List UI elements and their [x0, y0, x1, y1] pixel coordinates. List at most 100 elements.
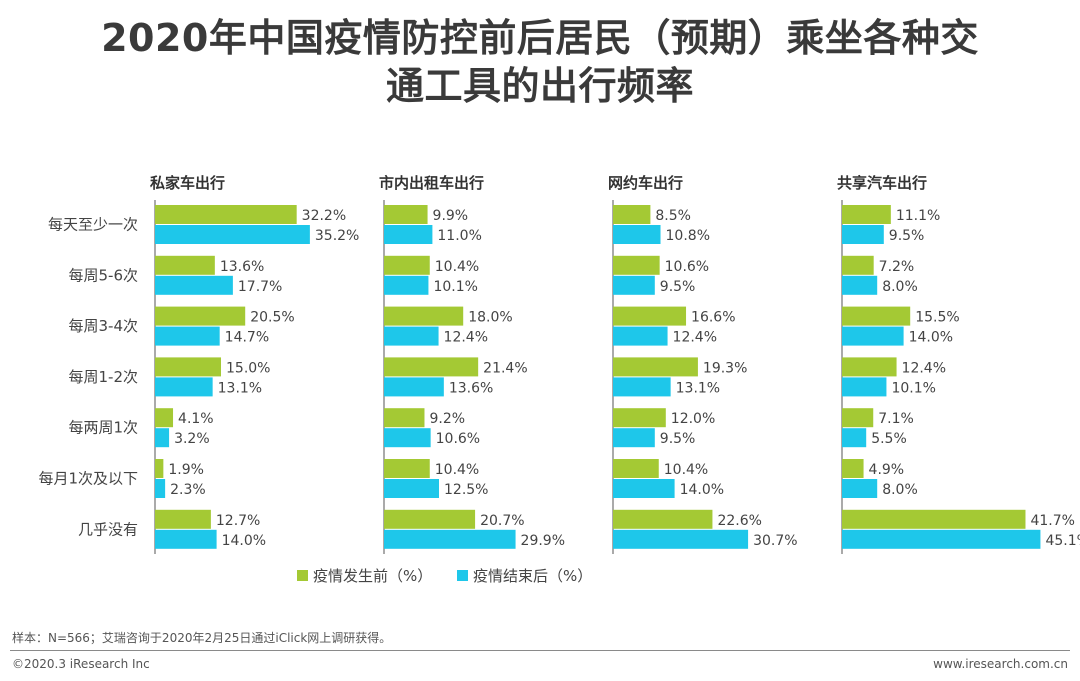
value-label-before: 13.6% [220, 259, 264, 275]
value-label-after: 13.1% [218, 380, 262, 396]
bar-before [613, 306, 687, 326]
value-label-after: 14.0% [680, 482, 724, 498]
value-label-after: 13.6% [449, 380, 493, 396]
value-label-after: 14.0% [909, 330, 953, 346]
bar-before [613, 357, 698, 377]
bar-after [384, 377, 444, 397]
value-label-after: 13.1% [676, 380, 720, 396]
legend-before-label: 疫情发生前（%） [313, 567, 432, 585]
bar-after [155, 479, 166, 498]
panel-title: 共享汽车出行 [837, 174, 927, 192]
value-label-before: 10.6% [665, 259, 709, 275]
value-label-before: 10.4% [664, 462, 708, 478]
bar-before [842, 509, 1026, 529]
value-label-after: 45.1% [1045, 533, 1080, 549]
value-label-before: 7.2% [879, 259, 915, 275]
bar-after [842, 275, 878, 295]
value-label-before: 15.5% [915, 310, 959, 326]
bar-after [842, 326, 904, 346]
category-label: 每周3-4次 [69, 317, 139, 335]
panel-title: 网约车出行 [608, 174, 683, 192]
bar-before [384, 509, 476, 529]
legend-after-swatch [457, 570, 468, 581]
value-label-after: 9.5% [660, 279, 696, 295]
bar-after [155, 225, 310, 244]
value-label-before: 1.9% [168, 462, 204, 478]
bar-after [613, 275, 655, 295]
value-label-before: 9.9% [433, 208, 469, 224]
bar-after [613, 479, 675, 498]
bar-chart-panels: 每天至少一次每周5-6次每周3-4次每周1-2次每两周1次每月1次及以下几乎没有… [38, 174, 1080, 585]
value-label-before: 10.4% [435, 259, 479, 275]
bar-before [384, 459, 430, 478]
value-label-before: 32.2% [302, 208, 346, 224]
category-label: 每天至少一次 [48, 216, 138, 234]
bar-after [842, 377, 887, 397]
bar-after [613, 377, 671, 397]
bar-before [613, 408, 666, 428]
bar-before [842, 205, 891, 224]
bar-before [384, 357, 479, 377]
value-label-before: 12.4% [902, 360, 946, 376]
value-label-before: 16.6% [691, 310, 735, 326]
bar-before [613, 509, 713, 529]
bar-before [613, 459, 659, 478]
bar-after [613, 225, 661, 244]
value-label-before: 18.0% [468, 310, 512, 326]
bar-after [842, 529, 1041, 549]
value-label-before: 19.3% [703, 360, 747, 376]
category-label: 几乎没有 [78, 520, 138, 538]
bar-before [842, 459, 864, 478]
bar-after [155, 275, 233, 295]
panel-title: 市内出租车出行 [379, 174, 484, 192]
bar-after [384, 428, 431, 448]
bar-after [155, 326, 220, 346]
value-label-after: 8.0% [882, 279, 918, 295]
bar-after [842, 479, 878, 498]
bar-before [384, 306, 464, 326]
panel-title: 私家车出行 [149, 174, 225, 192]
chart-title-line2: 通工具的出行频率 [385, 64, 694, 108]
value-label-before: 4.1% [178, 411, 214, 427]
value-label-after: 12.5% [444, 482, 488, 498]
bar-before [155, 408, 174, 428]
chart-title-line1: 2020年中国疫情防控前后居民（预期）乘坐各种交 [101, 16, 979, 60]
bar-before [384, 255, 430, 275]
bar-after [384, 479, 439, 498]
value-label-after: 2.3% [170, 482, 206, 498]
bar-after [613, 428, 655, 448]
value-label-after: 10.6% [436, 431, 480, 447]
bar-before [155, 255, 215, 275]
bar-before [842, 306, 911, 326]
category-label: 每周1-2次 [69, 368, 139, 386]
value-label-after: 17.7% [238, 279, 282, 295]
bar-before [384, 205, 428, 224]
category-label: 每两周1次 [68, 419, 138, 437]
category-label: 每周5-6次 [69, 266, 139, 284]
bar-before [155, 357, 221, 377]
value-label-after: 30.7% [753, 533, 797, 549]
value-label-after: 10.1% [433, 279, 477, 295]
value-label-before: 12.0% [671, 411, 715, 427]
value-label-before: 21.4% [483, 360, 527, 376]
bar-before [842, 357, 897, 377]
bar-after [842, 225, 884, 244]
bar-before [613, 205, 651, 224]
value-label-before: 9.2% [429, 411, 465, 427]
bar-before [842, 255, 874, 275]
value-label-after: 9.5% [889, 228, 925, 244]
value-label-after: 35.2% [315, 228, 359, 244]
value-label-after: 12.4% [673, 330, 717, 346]
bar-after [613, 326, 668, 346]
bar-before [384, 408, 425, 428]
value-label-before: 8.5% [655, 208, 691, 224]
value-label-before: 12.7% [216, 513, 260, 529]
bar-after [842, 428, 867, 448]
legend-before-swatch [297, 570, 308, 581]
bar-before [155, 205, 297, 224]
website: www.iresearch.com.cn [933, 657, 1068, 671]
value-label-after: 5.5% [871, 431, 907, 447]
value-label-after: 11.0% [437, 228, 481, 244]
value-label-after: 3.2% [174, 431, 210, 447]
value-label-before: 7.1% [878, 411, 914, 427]
